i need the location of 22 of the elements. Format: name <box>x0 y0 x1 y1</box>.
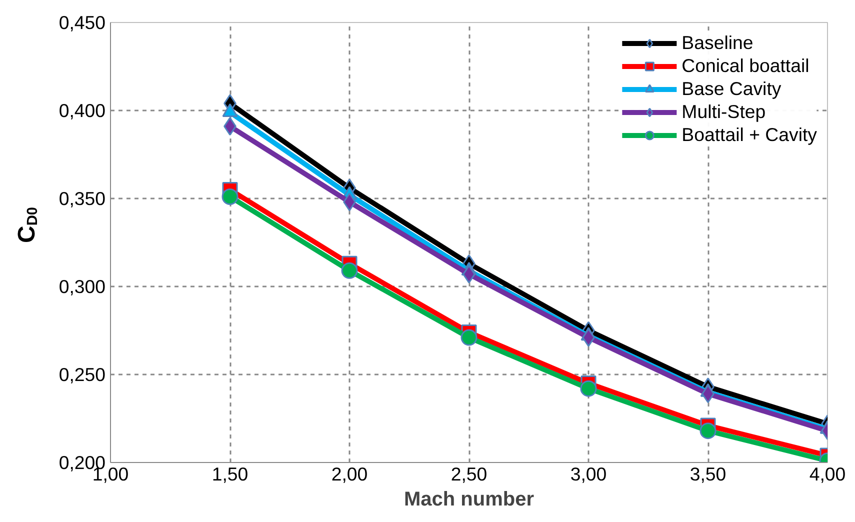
point <box>222 188 238 205</box>
y-tick-label: 0,450 <box>58 12 106 33</box>
legend-label: Baseline <box>682 32 754 54</box>
x-tick-label: 2,50 <box>450 464 488 484</box>
y-tick-label: 0,300 <box>58 276 106 297</box>
point <box>460 329 478 346</box>
y-tick-label: 0,250 <box>58 364 106 385</box>
point <box>580 380 597 397</box>
legend-label: Multi-Step <box>682 101 766 123</box>
point <box>700 422 716 440</box>
x-tick-label: 1,50 <box>212 464 248 484</box>
y-tick-label: 0,400 <box>58 100 106 121</box>
point <box>341 262 358 279</box>
legend-label: Base Cavity <box>682 78 782 100</box>
x-axis-title: Mach number <box>404 488 534 510</box>
x-tick-label: 4,00 <box>809 464 846 484</box>
x-tick-label: 3,50 <box>690 464 726 484</box>
x-tick-label: 2,00 <box>331 464 368 484</box>
legend-label: Boattail + Cavity <box>682 124 817 146</box>
y-tick-label: 0,350 <box>58 188 106 209</box>
legend-label: Conical boattail <box>682 55 810 77</box>
x-tick-label: 3,00 <box>570 464 607 484</box>
